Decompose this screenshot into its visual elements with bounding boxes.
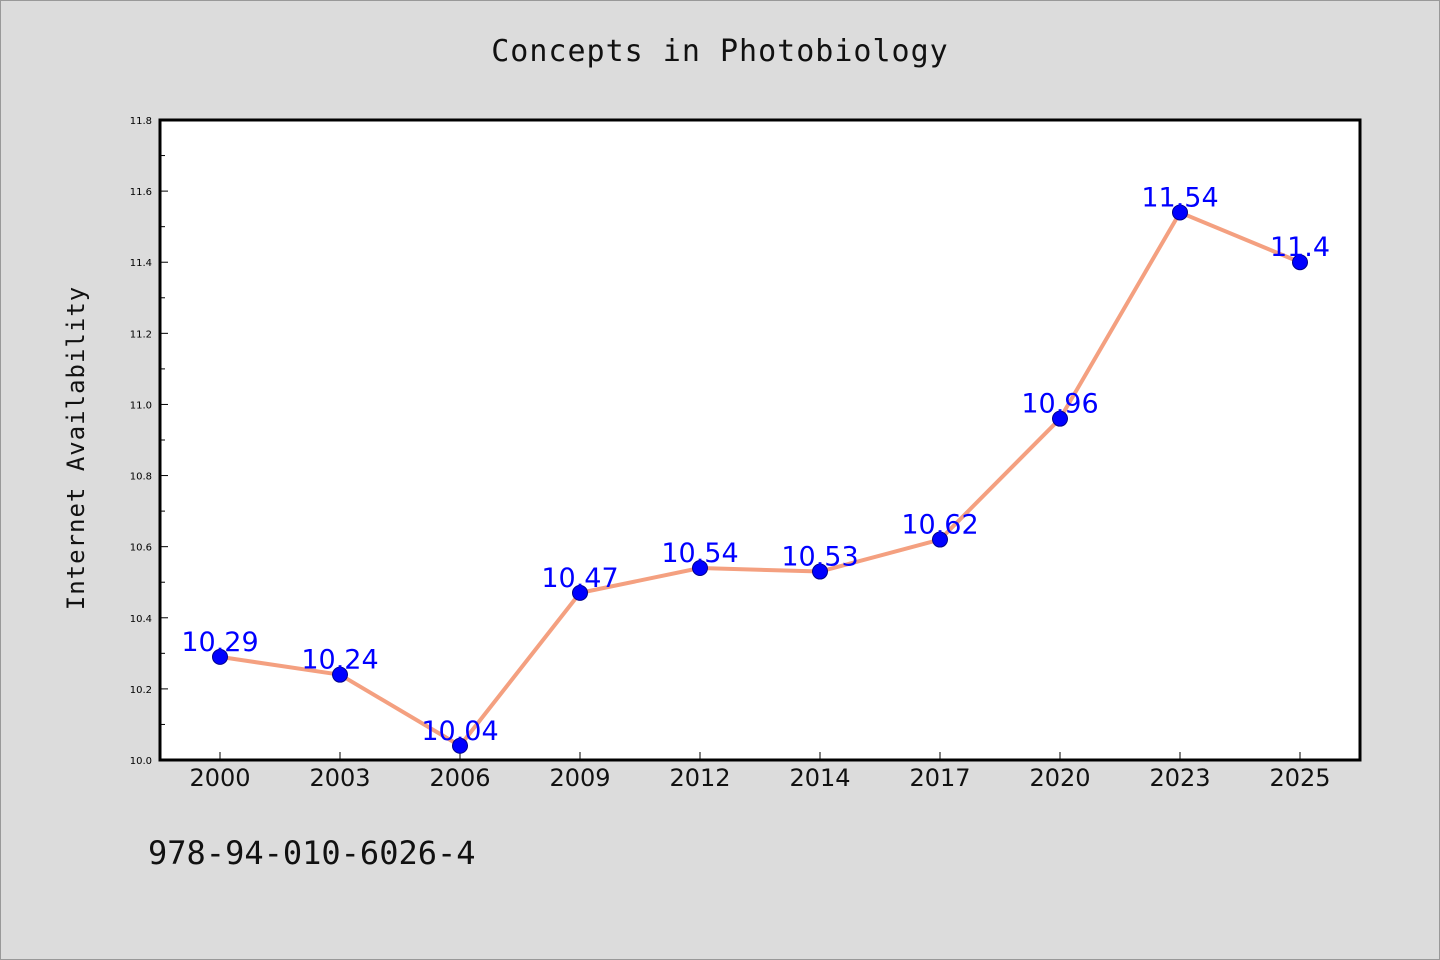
- x-tick-label: 2017: [909, 764, 970, 792]
- x-tick-label: 2012: [669, 764, 730, 792]
- y-tick-label: 11.0: [130, 400, 152, 411]
- data-label: 10.47: [541, 563, 618, 594]
- data-point: [1052, 410, 1068, 427]
- y-tick-label: 10.6: [130, 543, 152, 554]
- data-point: [332, 666, 348, 683]
- x-tick-label: 2003: [309, 764, 370, 792]
- y-axis-ticks: 10.0 10.2 10.4 10.6 10.8 11.0 11.2 11.4 11.6 11.8: [130, 116, 168, 767]
- data-markers: [212, 204, 1308, 754]
- data-point: [692, 560, 708, 576]
- x-tick-label: 2000: [189, 764, 250, 792]
- y-tick-label: 10.8: [130, 472, 152, 483]
- data-point: [1292, 254, 1308, 271]
- y-tick-label: 11.2: [130, 329, 152, 340]
- data-label: 10.96: [1021, 389, 1098, 420]
- plot-area: [158, 118, 1362, 762]
- data-label: 10.24: [301, 645, 378, 676]
- isbn-text: 978-94-010-6026-4: [148, 834, 476, 872]
- data-label: 10.29: [181, 627, 258, 658]
- x-tick-label: 2009: [549, 764, 610, 792]
- data-point: [212, 648, 228, 665]
- data-point: [572, 584, 588, 601]
- y-tick-label: 10.2: [130, 685, 152, 696]
- series-line: [218, 210, 1302, 748]
- data-label: 10.53: [781, 542, 858, 573]
- data-point: [1172, 204, 1188, 221]
- chart-title: Concepts in Photobiology: [491, 34, 949, 69]
- data-point: [812, 563, 828, 580]
- x-tick-label: 2014: [789, 764, 850, 792]
- y-tick-label: 11.8: [130, 116, 152, 127]
- x-tick-label: 2023: [1149, 764, 1210, 792]
- y-tick-label: 10.4: [130, 614, 152, 625]
- data-label: 11.4: [1270, 232, 1330, 263]
- data-label: 10.04: [421, 716, 498, 747]
- data-label: 10.62: [901, 510, 978, 541]
- data-point: [932, 531, 948, 548]
- y-tick-label: 10.0: [130, 756, 152, 767]
- data-point: [452, 737, 468, 754]
- data-label: 10.54: [661, 538, 738, 569]
- x-axis-ticks: 2000 2003 2006 2009 2012 2014 2017 2020 2023 2025: [189, 752, 1331, 792]
- data-label: 11.54: [1141, 182, 1218, 213]
- x-tick-label: 2025: [1269, 764, 1330, 792]
- y-tick-label: 11.4: [130, 258, 152, 269]
- x-tick-label: 2020: [1029, 764, 1090, 792]
- data-labels: 10.29 10.24 10.04 10.47 10.54 10.53 10.62 10.96…: [181, 182, 1330, 746]
- y-tick-label: 11.6: [130, 187, 152, 198]
- x-tick-label: 2006: [429, 764, 490, 792]
